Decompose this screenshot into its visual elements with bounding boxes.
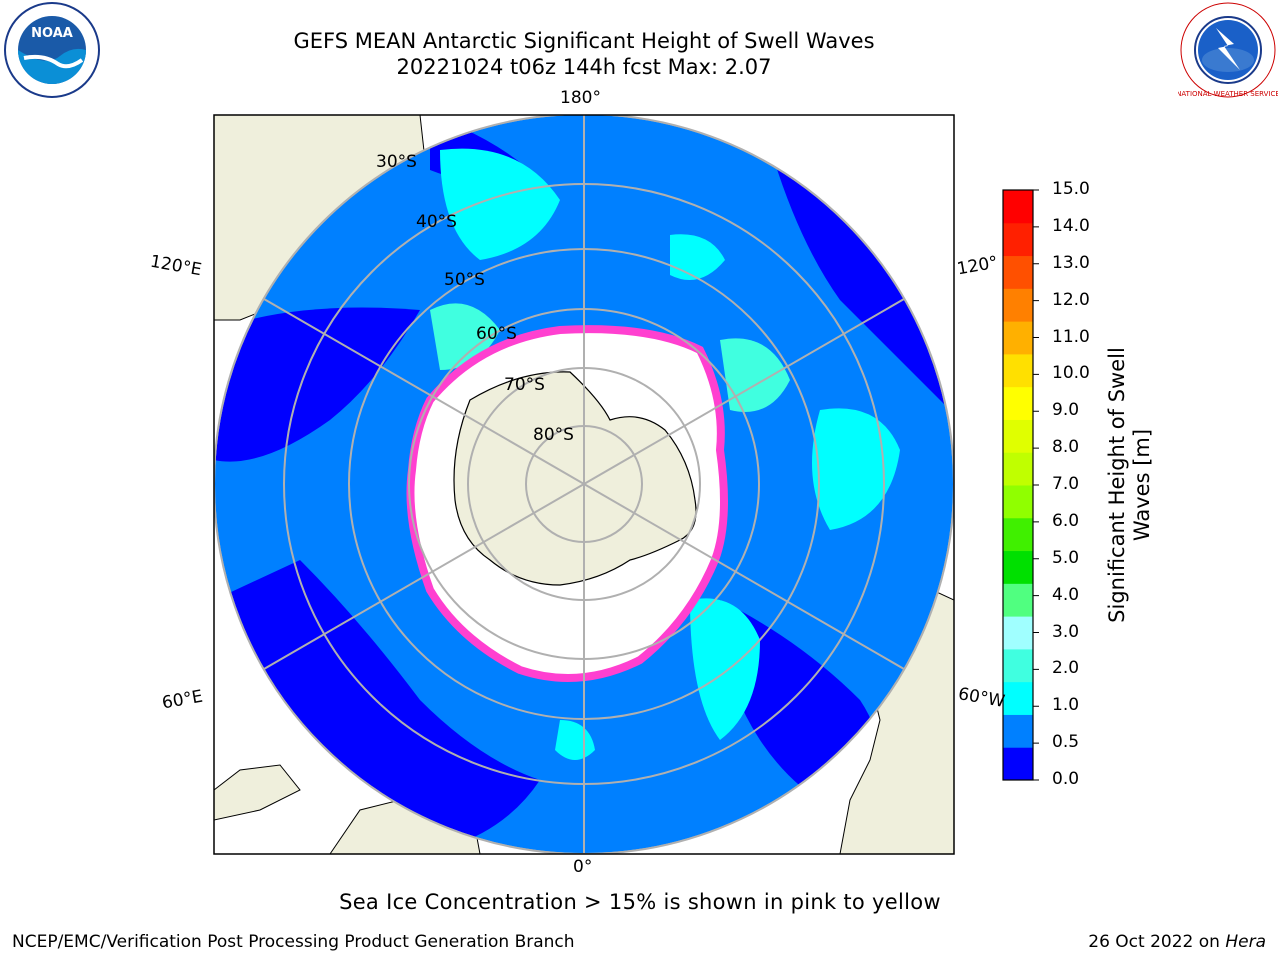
colorbar-tick-label: 4.0 — [1052, 584, 1080, 605]
colorbar-segment — [1003, 485, 1033, 519]
colorbar-segment — [1003, 321, 1033, 355]
colorbar-segment — [1003, 353, 1033, 388]
colorbar-tick-label: 14.0 — [1052, 215, 1090, 236]
lat-label-80s: 80°S — [533, 425, 574, 445]
colorbar-tick-label: 8.0 — [1052, 437, 1080, 458]
colorbar-tick-label: 0.5 — [1052, 732, 1080, 753]
noaa-logo: NOAA — [4, 2, 100, 98]
noaa-logo-text: NOAA — [31, 26, 73, 41]
colorbar-tick-label: 7.0 — [1052, 474, 1080, 494]
colorbar-tick-label: 12.0 — [1052, 289, 1090, 310]
colorbar-tick-label: 11.0 — [1052, 326, 1090, 347]
nws-logo: NATIONAL WEATHER SERVICE — [1178, 2, 1278, 98]
colorbar-segment — [1003, 452, 1033, 486]
colorbar-segment — [1003, 681, 1033, 715]
colorbar-segment — [1003, 583, 1033, 617]
colorbar-segment — [1003, 190, 1033, 224]
footer-date-text: 26 Oct 2022 on — [1088, 932, 1220, 952]
colorbar-tick-label: 6.0 — [1052, 510, 1080, 531]
colorbar-segment — [1003, 747, 1033, 781]
colorbar-tick-label: 1.0 — [1052, 695, 1080, 716]
colorbar-segment — [1003, 714, 1033, 748]
africa-land — [214, 764, 301, 821]
colorbar-segment — [1003, 222, 1033, 257]
lon-label-180: 180° — [560, 88, 601, 108]
lat-label-60s: 60°S — [476, 324, 517, 344]
footer-host: Hera — [1225, 932, 1266, 952]
colorbar-tick-label: 5.0 — [1052, 547, 1080, 568]
colorbar-segment — [1003, 616, 1033, 650]
chart-title: GEFS MEAN Antarctic Significant Height o… — [293, 29, 875, 53]
colorbar-segment — [1003, 419, 1033, 453]
colorbar-tick-label: 3.0 — [1052, 621, 1080, 642]
lat-label-50s: 50°S — [444, 270, 485, 290]
lon-label-0: 0° — [573, 857, 593, 877]
colorbar-label: Significant Height of Swell Waves [m] — [1105, 347, 1154, 623]
lat-label-40s: 40°S — [416, 212, 457, 232]
lat-label-70s: 70°S — [504, 375, 545, 395]
colorbar-tick-label: 10.0 — [1052, 363, 1090, 384]
footer-date: 26 Oct 2022 on Hera — [1088, 932, 1266, 952]
sea-ice-caption: Sea Ice Concentration > 15% is shown in … — [339, 890, 941, 914]
chart-subtitle: 20221024 t06z 144h fcst Max: 2.07 — [396, 55, 772, 79]
colorbar-tick-label: 9.0 — [1052, 400, 1080, 421]
colorbar-segment — [1003, 255, 1033, 289]
colorbar-segment — [1003, 517, 1033, 552]
lat-label-30s: 30°S — [376, 152, 417, 172]
footer-credit: NCEP/EMC/Verification Post Processing Pr… — [12, 932, 575, 952]
colorbar — [1002, 189, 1039, 781]
colorbar-tick-label: 2.0 — [1052, 658, 1080, 679]
colorbar-segment — [1003, 288, 1033, 322]
colorbar-tick-label: 15.0 — [1052, 179, 1090, 199]
colorbar-segment — [1003, 648, 1033, 683]
colorbar-segment — [1003, 386, 1033, 420]
colorbar-tick-label: 13.0 — [1052, 252, 1090, 273]
nws-logo-text: NATIONAL WEATHER SERVICE — [1178, 90, 1278, 98]
colorbar-segment — [1003, 550, 1033, 584]
colorbar-tick-label: 0.0 — [1052, 769, 1080, 789]
